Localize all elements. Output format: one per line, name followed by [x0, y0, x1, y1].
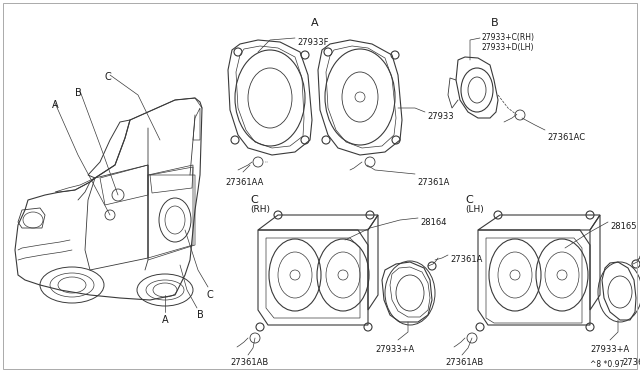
Text: C: C	[465, 195, 473, 205]
Text: B: B	[491, 18, 499, 28]
Text: A: A	[162, 315, 168, 325]
Text: C: C	[250, 195, 258, 205]
Text: 28164: 28164	[420, 218, 447, 227]
Text: B: B	[196, 310, 204, 320]
Text: 27361AA: 27361AA	[225, 178, 264, 187]
Text: 27933: 27933	[427, 112, 454, 121]
Text: B: B	[75, 88, 81, 98]
Text: 27361A: 27361A	[622, 358, 640, 367]
Text: 27361AB: 27361AB	[230, 358, 268, 367]
Text: 27933F: 27933F	[297, 38, 328, 47]
Text: 27933+C(RH): 27933+C(RH)	[482, 33, 535, 42]
Text: 27361AC: 27361AC	[547, 133, 585, 142]
Text: 27361AB: 27361AB	[445, 358, 483, 367]
Text: 28165: 28165	[610, 222, 637, 231]
Text: 27933+D(LH): 27933+D(LH)	[482, 43, 534, 52]
Text: 27361A: 27361A	[450, 255, 483, 264]
Text: (RH): (RH)	[250, 205, 270, 214]
Text: C: C	[104, 72, 111, 82]
Text: A: A	[52, 100, 58, 110]
Text: 27361A: 27361A	[417, 178, 449, 187]
Text: 27933+A: 27933+A	[590, 345, 629, 354]
Text: 27933+A: 27933+A	[375, 345, 414, 354]
Text: A: A	[311, 18, 319, 28]
Text: ^8 *0.97: ^8 *0.97	[590, 360, 625, 369]
Text: C: C	[207, 290, 213, 300]
Text: (LH): (LH)	[465, 205, 484, 214]
